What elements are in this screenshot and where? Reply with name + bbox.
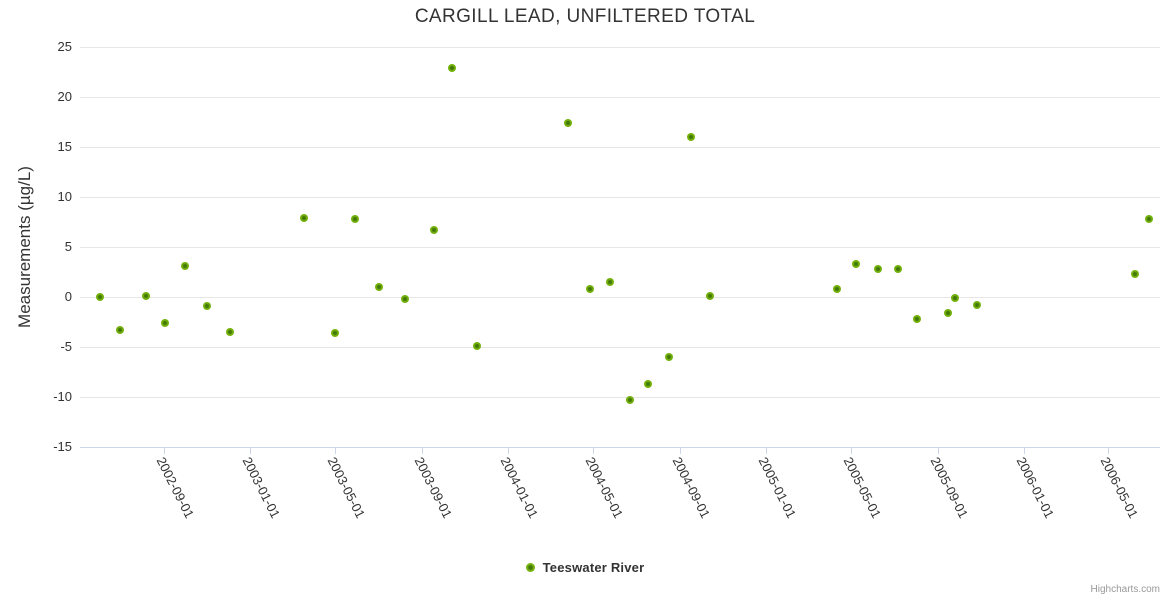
x-tick-mark [334, 447, 336, 454]
y-gridline [80, 397, 1160, 398]
x-axis-label: 2003-05-01 [324, 454, 368, 521]
data-point[interactable] [832, 285, 841, 293]
x-axis-label: 2004-09-01 [669, 454, 714, 521]
x-axis-label: 2002-09-01 [153, 454, 198, 521]
y-gridline [80, 197, 1160, 198]
data-point[interactable] [586, 285, 595, 293]
data-point[interactable] [116, 326, 125, 334]
data-point[interactable] [448, 64, 456, 72]
data-point[interactable] [472, 342, 481, 350]
data-point[interactable] [894, 265, 903, 273]
x-tick-mark [1023, 447, 1025, 454]
legend-item-teeswater-river[interactable]: Teeswater River [0, 560, 1170, 575]
y-axis-label: -15 [53, 439, 72, 454]
y-axis-label: 0 [64, 289, 72, 304]
data-point[interactable] [225, 328, 234, 336]
x-tick-mark [850, 447, 852, 454]
x-axis-label: 2005-09-01 [927, 454, 971, 521]
chart-title: CARGILL LEAD, UNFILTERED TOTAL [414, 6, 756, 27]
x-tick-mark [507, 447, 509, 454]
data-point[interactable] [161, 319, 170, 327]
data-point[interactable] [141, 292, 150, 300]
y-axis-label: 20 [57, 89, 72, 104]
x-axis-label: 2006-01-01 [1013, 454, 1057, 521]
data-point[interactable] [1130, 270, 1139, 278]
x-tick-mark [250, 447, 252, 454]
y-axis-label: 25 [57, 39, 72, 54]
y-axis-label: 15 [57, 139, 72, 154]
x-axis-label: 2003-01-01 [239, 454, 284, 521]
data-point[interactable] [400, 295, 409, 303]
legend-label: Teeswater River [542, 560, 645, 575]
x-tick-mark [1108, 447, 1110, 454]
y-axis-label: -10 [53, 389, 72, 404]
data-point[interactable] [330, 329, 339, 337]
data-point[interactable] [943, 309, 952, 317]
x-axis-label: 2003-09-01 [411, 454, 455, 521]
y-axis-label: -5 [60, 339, 72, 354]
data-point[interactable] [429, 226, 438, 234]
data-point[interactable] [606, 278, 615, 286]
highcharts-credits-link[interactable]: Highcharts.com [1090, 584, 1160, 595]
x-tick-mark [766, 447, 768, 454]
x-tick-mark [593, 447, 595, 454]
data-point[interactable] [852, 260, 861, 268]
data-point[interactable] [203, 302, 212, 310]
data-point[interactable] [664, 353, 673, 361]
data-point[interactable] [973, 301, 982, 309]
x-axis-label: 2005-05-01 [840, 454, 884, 521]
data-point[interactable] [913, 315, 922, 323]
data-point[interactable] [375, 283, 384, 291]
x-axis-label: 2004-05-01 [582, 454, 627, 521]
y-gridline [80, 347, 1160, 348]
x-tick-mark [937, 447, 939, 454]
data-point[interactable] [350, 215, 359, 223]
data-point[interactable] [563, 119, 572, 127]
data-point[interactable] [181, 262, 190, 270]
x-axis-label: 2005-01-01 [755, 454, 800, 521]
data-point[interactable] [625, 396, 634, 404]
data-point[interactable] [644, 380, 653, 388]
data-point[interactable] [706, 292, 715, 300]
data-point[interactable] [951, 294, 960, 302]
data-point[interactable] [873, 265, 882, 273]
y-gridline [80, 47, 1160, 48]
data-point[interactable] [300, 214, 309, 222]
data-point[interactable] [687, 133, 696, 141]
y-axis-label: 5 [64, 239, 72, 254]
x-axis-label: 2004-01-01 [497, 454, 541, 521]
x-axis-line [80, 447, 1160, 448]
y-gridline [80, 147, 1160, 148]
y-gridline [80, 297, 1160, 298]
data-point[interactable] [95, 293, 104, 301]
x-tick-mark [421, 447, 423, 454]
y-gridline [80, 97, 1160, 98]
x-axis-label: 2006-05-01 [1097, 454, 1142, 521]
legend-marker-icon [525, 563, 535, 572]
x-tick-mark [680, 447, 681, 454]
y-axis-label: 10 [57, 189, 72, 204]
x-tick-mark [164, 447, 165, 454]
y-gridline [80, 247, 1160, 248]
data-point[interactable] [1144, 215, 1153, 223]
